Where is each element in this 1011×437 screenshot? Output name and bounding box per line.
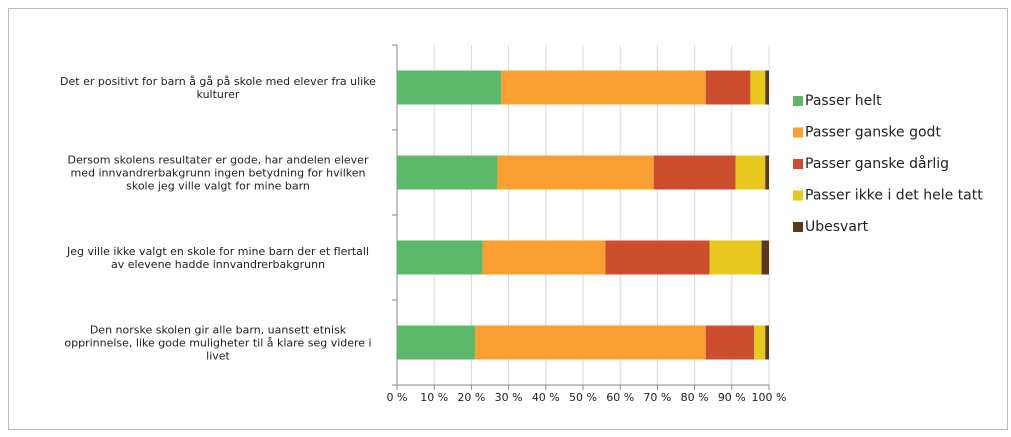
x-tick-label: 60 % (606, 391, 634, 404)
bar-segment (765, 155, 769, 190)
bar-segment (397, 240, 483, 275)
y-tick-label: Det er positivt for barn å gå på skole m… (60, 74, 376, 101)
legend-label: Passer helt (805, 93, 882, 109)
bar-segment (754, 325, 766, 360)
y-tick-label: Jeg ville ikke valgt en skole for mine b… (66, 244, 370, 271)
bar-segment (765, 70, 769, 105)
bar-segment (761, 240, 769, 275)
bar-segment (705, 70, 751, 105)
bar-segment (482, 240, 606, 275)
bar-segment (709, 240, 762, 275)
bar-segment (605, 240, 710, 275)
legend-label: Passer ganske dårlig (805, 155, 949, 172)
bar-segment (397, 325, 476, 360)
x-tick-label: 50 % (569, 391, 597, 404)
legend-swatch (793, 222, 803, 232)
x-tick-label: 30 % (495, 391, 523, 404)
x-tick-label: 90 % (718, 391, 746, 404)
bar-segment (750, 70, 766, 105)
legend-label: Ubesvart (805, 219, 869, 235)
x-tick-label: 70 % (643, 391, 671, 404)
legend-label: Passer ikke i det hele tatt (805, 188, 983, 204)
x-tick-label: 100 % (752, 391, 787, 404)
legend-swatch (793, 190, 803, 201)
bar-segment (735, 155, 766, 190)
x-tick-label: 0 % (387, 391, 408, 404)
legend-swatch (793, 159, 803, 169)
x-tick-label: 20 % (457, 391, 485, 404)
bar-segment (397, 155, 498, 190)
y-tick-label: Den norske skolen gir alle barn, uansett… (64, 323, 372, 362)
bar-segment (765, 325, 769, 360)
x-tick-label: 10 % (420, 391, 448, 404)
legend-label: Passer ganske godt (805, 125, 941, 141)
legend-swatch (793, 127, 803, 138)
bar-segment (501, 70, 706, 105)
x-tick-label: 80 % (681, 391, 709, 404)
bar-segment (475, 325, 706, 360)
bar-segment (497, 155, 654, 190)
y-tick-label: Dersom skolens resultater er gode, har a… (67, 153, 369, 192)
legend-swatch (793, 96, 803, 106)
bar-segment (397, 70, 502, 105)
bar-segment (653, 155, 736, 190)
x-tick-label: 40 % (532, 391, 560, 404)
bar-segment (705, 325, 755, 360)
